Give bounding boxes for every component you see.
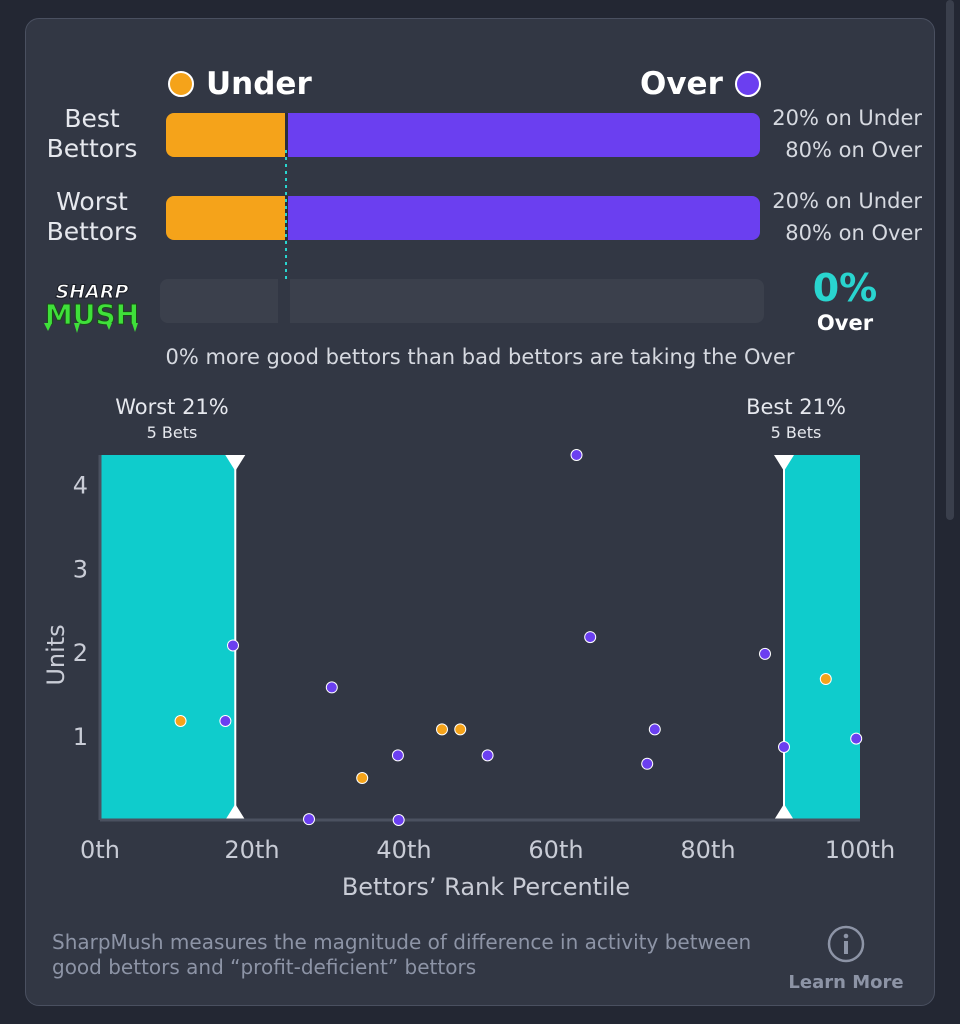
chart-points [174, 449, 863, 826]
under-point [819, 673, 832, 686]
worst-region-bottom-marker [225, 804, 246, 820]
over-point [227, 639, 239, 652]
sharpmush-value: 0% [812, 266, 878, 310]
sharpmush-side: Over [816, 311, 874, 335]
x-tick-label: 100th [825, 836, 895, 864]
y-axis-label: Units [42, 624, 70, 685]
footer-description: SharpMush measures the magnitude of diff… [52, 930, 752, 979]
logo-line2: MUSH [45, 298, 139, 331]
y-tick-label: 3 [73, 555, 88, 583]
under-point [454, 723, 467, 736]
over-point [648, 723, 661, 736]
over-point [392, 814, 405, 826]
over-point [303, 813, 315, 826]
best-region-title: Best 21% [746, 395, 846, 419]
best-over-text: 80% on Over [785, 138, 922, 162]
over-point [850, 732, 863, 745]
over-dot-icon [734, 71, 761, 97]
worst-region [100, 455, 236, 820]
worst-label-line2: Bettors [46, 217, 138, 246]
reference-dashed-line [285, 150, 287, 308]
best-over-segment [284, 113, 760, 157]
over-point [641, 757, 654, 770]
x-tick-label: 20th [224, 836, 279, 864]
legend-over: Over [640, 66, 761, 102]
x-tick-label: 0th [80, 836, 120, 864]
x-tick-label: 60th [528, 836, 583, 864]
legend-over-label: Over [640, 66, 723, 102]
best-label-line1: Best [64, 104, 120, 133]
best-bettors-pct: 20% on Under 80% on Over [752, 102, 922, 166]
worst-label-line1: Worst [56, 187, 128, 216]
info-icon [827, 925, 865, 963]
legend-under: Under [168, 66, 312, 102]
y-tick-label: 2 [73, 639, 88, 667]
sharpmush-bar-left [160, 279, 290, 323]
worst-region-top-marker [225, 455, 246, 471]
best-region [784, 455, 860, 820]
sharpmush-logo: SHARP MUSH [44, 281, 140, 333]
best-region-bottom-marker [774, 804, 794, 820]
over-point [325, 681, 338, 694]
best-region-subtitle: 5 Bets [771, 423, 822, 442]
over-point [570, 449, 583, 461]
worst-over-text: 80% on Over [785, 221, 922, 245]
y-tick-label: 4 [73, 471, 88, 499]
worst-bettors-label: Worst Bettors [32, 187, 152, 247]
best-bettors-label: Best Bettors [32, 104, 152, 164]
logo-line1: SHARP [56, 281, 129, 303]
over-point [778, 741, 790, 753]
best-under-segment [166, 113, 285, 157]
best-bettors-bar [166, 113, 760, 157]
y-tick-label: 1 [73, 723, 88, 751]
over-point [481, 749, 494, 762]
scrollbar[interactable] [946, 0, 954, 520]
worst-over-segment [284, 196, 760, 240]
over-point [759, 647, 771, 660]
legend-under-label: Under [206, 66, 312, 102]
worst-bettors-pct: 20% on Under 80% on Over [752, 185, 922, 249]
best-region-top-marker [774, 455, 794, 471]
over-point [391, 749, 404, 762]
best-label-line2: Bettors [46, 134, 138, 163]
worst-bettors-bar [166, 196, 760, 240]
x-tick-label: 80th [680, 836, 735, 864]
under-dot-icon [168, 71, 194, 97]
learn-more-button[interactable]: Learn More [786, 924, 906, 993]
worst-under-text: 20% on Under [772, 189, 922, 213]
worst-under-segment [166, 196, 285, 240]
worst-region-title: Worst 21% [115, 395, 229, 419]
under-point [174, 714, 187, 727]
over-point [584, 631, 597, 644]
over-point [219, 714, 232, 727]
x-tick-label: 40th [376, 836, 431, 864]
sharpmush-bar-right [290, 279, 764, 323]
under-point [356, 772, 369, 785]
under-point [436, 723, 448, 736]
worst-region-subtitle: 5 Bets [147, 423, 198, 442]
learn-more-label: Learn More [788, 972, 904, 993]
x-axis-label: Bettors’ Rank Percentile [342, 873, 630, 901]
chart-regions [100, 455, 860, 820]
sharpmush-summary: 0% more good bettors than bad bettors ar… [165, 345, 795, 369]
sharpmush-bar [160, 279, 764, 323]
best-under-text: 20% on Under [772, 106, 922, 130]
